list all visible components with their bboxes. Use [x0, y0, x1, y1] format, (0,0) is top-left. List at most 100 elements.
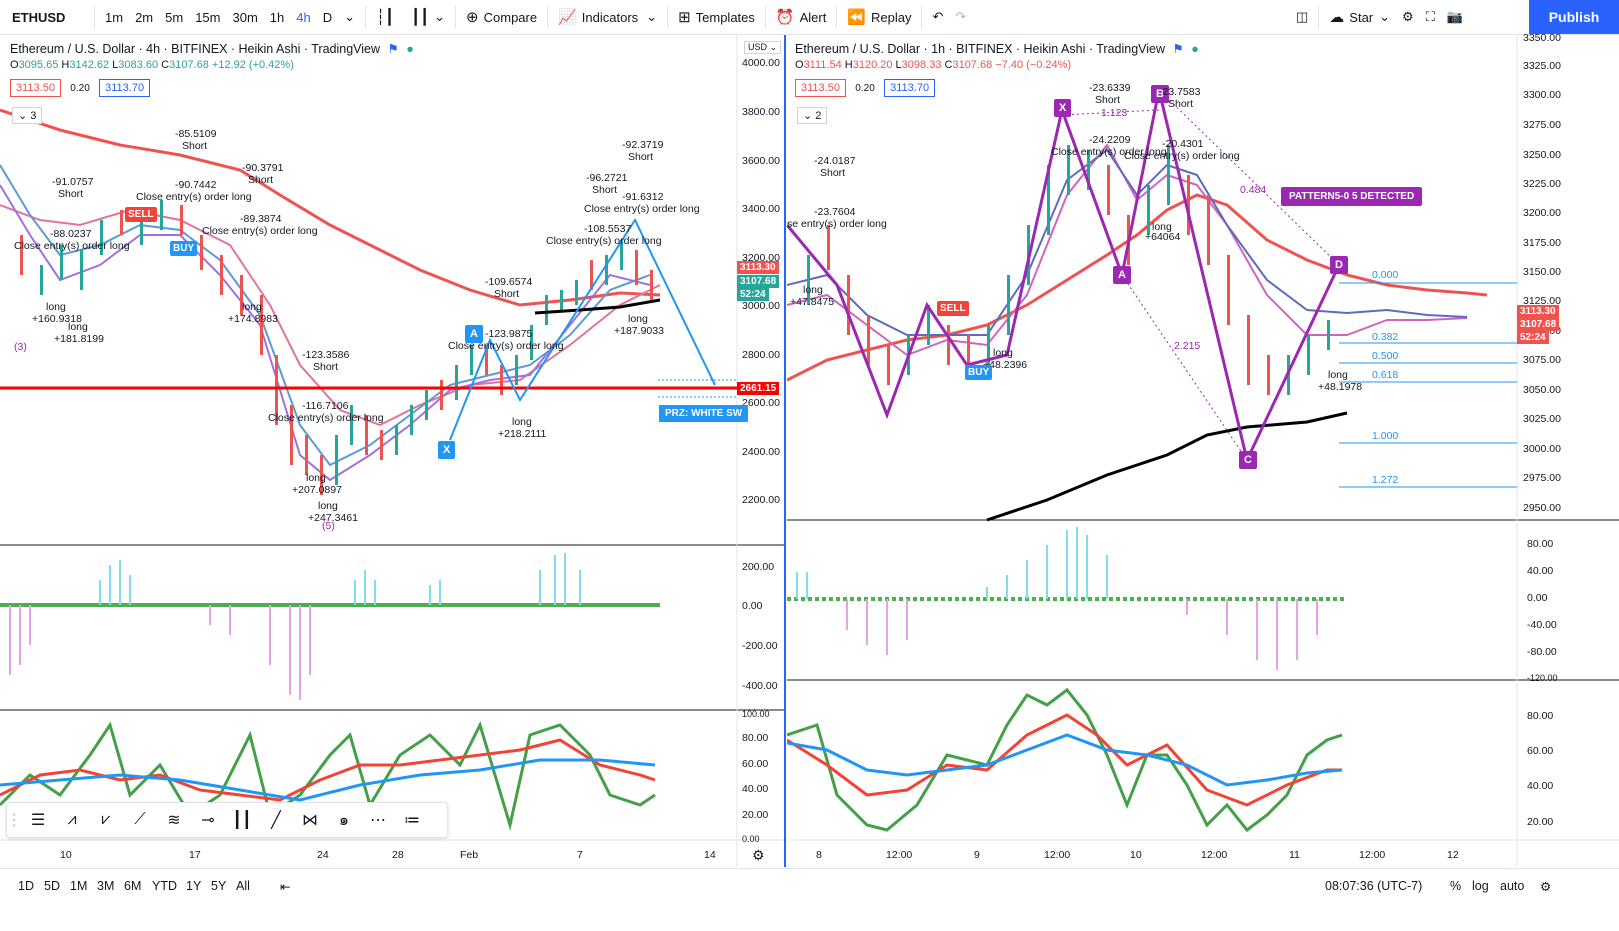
interval-15m[interactable]: 15m — [195, 9, 221, 25]
auto-toggle[interactable]: auto — [1500, 879, 1525, 893]
flag-icon[interactable]: ⚑ — [387, 42, 399, 56]
plus-circle-icon: ⊕ — [466, 9, 479, 26]
range-5y[interactable]: 5Y — [211, 879, 227, 893]
log-toggle[interactable]: log — [1472, 879, 1489, 893]
clock-timezone[interactable]: 08:07:36 (UTC-7) — [1325, 879, 1423, 893]
indicators-button[interactable]: 📈 Indicators ⌄ — [552, 0, 663, 34]
right-indicators-toggle[interactable]: ⌄ 2 — [797, 107, 828, 124]
price-tick: 3600.00 — [742, 155, 780, 167]
trade-annotation: -92.3719 — [622, 139, 664, 151]
left-chart-title[interactable]: Ethereum / U.S. Dollar · 4h · BITFINEX ·… — [10, 41, 414, 56]
range-1m[interactable]: 1M — [70, 879, 88, 893]
draw-tool-abcd[interactable]: ⩘ — [55, 803, 89, 837]
saved-layout-button[interactable]: ☁ Star ⌄ — [1323, 0, 1396, 34]
draw-tool-hline[interactable]: ⊸ — [191, 803, 225, 837]
chevron-down-icon: ⌄ — [803, 110, 813, 122]
interval-5m[interactable]: 5m — [165, 9, 184, 25]
right-chart-title[interactable]: Ethereum / U.S. Dollar · 1h · BITFINEX ·… — [795, 41, 1199, 56]
rsi-tick: 60.00 — [742, 758, 769, 770]
bar-style-button[interactable]: ┆┃ — [370, 0, 405, 34]
pattern-point-a: A — [1113, 266, 1131, 284]
rsi-tick: 0.00 — [742, 834, 760, 844]
interval-1m[interactable]: 1m — [105, 9, 124, 25]
draw-tool-ranges[interactable]: ≔ — [395, 803, 429, 837]
trade-annotation: Close entry(s) order long — [136, 191, 252, 203]
trade-annotation: Short — [820, 167, 846, 179]
range-3m[interactable]: 3M — [97, 879, 115, 893]
chart-settings-button[interactable]: ⚙ — [1540, 879, 1551, 894]
interval-30m[interactable]: 30m — [232, 9, 258, 25]
layout-button[interactable]: ◫ — [1290, 0, 1314, 34]
fullscreen-button[interactable]: ⛶ — [1420, 0, 1441, 34]
interval-dropdown[interactable]: ⌄ — [338, 0, 361, 34]
trade-annotation: Short — [182, 140, 208, 152]
draw-tool-bars[interactable]: ┃┃ — [225, 803, 259, 837]
trade-annotation: -23.6339 — [1089, 82, 1131, 94]
settings-button[interactable]: ⚙ — [1396, 0, 1420, 34]
gear-icon: ⚙ — [1402, 9, 1414, 24]
drag-handle[interactable]: ⋮ — [6, 812, 22, 829]
goto-date-button[interactable]: ⇤ — [280, 879, 290, 894]
flag-icon[interactable]: ⚑ — [1172, 42, 1184, 56]
interval-d[interactable]: D — [322, 9, 333, 25]
range-ytd[interactable]: YTD — [152, 879, 177, 893]
draw-tool-xabcd[interactable]: ⋈ — [293, 803, 327, 837]
black-ma-line — [534, 298, 661, 315]
templates-button[interactable]: ⊞ Templates — [672, 0, 761, 34]
time-tick: 28 — [392, 849, 404, 861]
interval-2m[interactable]: 2m — [135, 9, 154, 25]
trade-annotation: +48.1978 — [1318, 381, 1363, 393]
trade-annotation: Short — [58, 188, 84, 200]
range-1d[interactable]: 1D — [18, 879, 34, 893]
draw-tool-fib[interactable]: ≋ — [157, 803, 191, 837]
draw-tool-trendline[interactable]: ╱ — [259, 803, 293, 837]
chart-type-button[interactable]: ┃┃ ⌄ — [405, 0, 451, 34]
divider — [921, 6, 923, 28]
range-all[interactable]: All — [236, 879, 250, 893]
undo-button[interactable]: ↶ — [926, 0, 949, 34]
trade-annotation: Close entry(s) order long — [546, 235, 662, 247]
range-6m[interactable]: 6M — [124, 879, 142, 893]
sell-price-button[interactable]: 3113.50 — [795, 79, 846, 97]
trade-annotation: long — [242, 301, 262, 313]
draw-tool-curve[interactable]: ๑ — [327, 803, 361, 837]
draw-tool-forecast[interactable]: ⋯ — [361, 803, 395, 837]
left-chart[interactable]: Ethereum / U.S. Dollar · 4h · BITFINEX ·… — [0, 35, 786, 867]
range-5d[interactable]: 5D — [44, 879, 60, 893]
price-tick: 3050.00 — [1523, 384, 1561, 396]
interval-4h[interactable]: 4h — [296, 9, 311, 25]
buy-price-button[interactable]: 3113.70 — [884, 79, 936, 97]
snapshot-button[interactable]: 📷 — [1441, 0, 1469, 34]
top-toolbar: ETHUSD 1m 2m 5m 15m 30m 1h 4h D ⌄ ┆┃ ┃┃ ⌄… — [0, 0, 1619, 35]
ratio-label: 1.123 — [1101, 107, 1128, 119]
interval-1h[interactable]: 1h — [269, 9, 285, 25]
divider — [836, 6, 838, 28]
sell-price-button[interactable]: 3113.50 — [10, 79, 61, 97]
compare-button[interactable]: ⊕ Compare — [460, 0, 543, 34]
oscillator-histogram — [0, 553, 660, 700]
right-chart[interactable]: Ethereum / U.S. Dollar · 1h · BITFINEX ·… — [787, 32, 1619, 867]
redo-button[interactable]: ↷ — [949, 0, 972, 34]
range-1y[interactable]: 1Y — [186, 879, 202, 893]
percent-toggle[interactable]: % — [1450, 879, 1462, 893]
replay-button[interactable]: ⏪ Replay — [841, 0, 917, 34]
alert-button[interactable]: ⏰ Alert — [770, 0, 832, 34]
left-ohlc: O3095.65 H3142.62 L3083.60 C3107.68 +12.… — [10, 59, 294, 71]
cloud-icon: ☁ — [1329, 9, 1345, 26]
draw-tool-elliott[interactable]: ⩗ — [89, 803, 123, 837]
draw-tool-lines[interactable]: ☰ — [21, 803, 55, 837]
symbol-search[interactable]: ETHUSD — [12, 9, 66, 25]
bottom-bar: 1D 5D 1M 3M 6M YTD 1Y 5Y All ⇤ 08:07:36 … — [0, 868, 1619, 931]
pattern-point-d: D — [1330, 256, 1348, 274]
gear-icon: ⚙ — [1540, 880, 1552, 894]
projection-line — [449, 217, 716, 441]
chart-settings-button[interactable]: ⚙ — [752, 847, 765, 864]
chevron-down-icon: ⌄ — [18, 110, 28, 122]
buy-price-button[interactable]: 3113.70 — [99, 79, 151, 97]
time-tick: 9 — [974, 849, 980, 861]
currency-selector[interactable]: USD ⌄ — [744, 41, 782, 54]
draw-tool-path[interactable]: ⟋ — [123, 803, 157, 837]
publish-button[interactable]: Publish — [1529, 0, 1619, 34]
left-indicators-toggle[interactable]: ⌄ 3 — [12, 107, 43, 124]
rsi-line-red — [787, 713, 1342, 807]
